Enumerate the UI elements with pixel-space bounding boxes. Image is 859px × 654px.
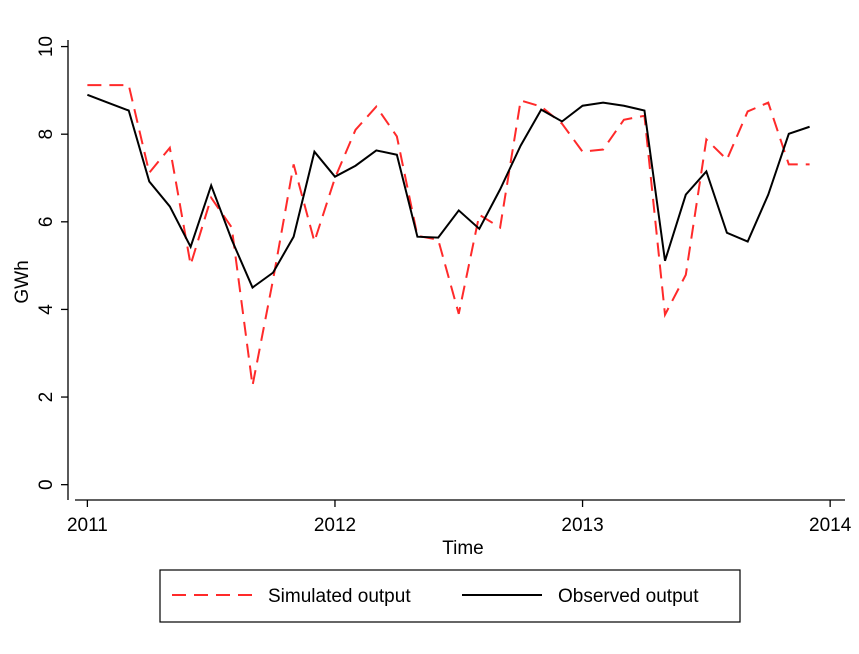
y-tick-label: 0 [36,479,57,490]
y-tick-label: 4 [36,304,57,315]
x-tick-label: 2014 [809,515,852,536]
legend-label: Observed output [558,586,699,607]
legend-box [159,569,741,623]
x-axis-title: Time [442,538,484,559]
x-tick-label: 2011 [67,515,108,536]
series-line [87,84,810,386]
x-tick-label: 2012 [314,515,356,536]
legend-label: Simulated output [268,586,411,607]
y-tick-label: 2 [36,392,57,403]
x-tick-label: 2013 [561,515,603,536]
y-tick-label: 6 [36,217,57,228]
series-line [87,93,810,290]
y-axis-title: GWh [12,260,33,303]
y-tick-label: 10 [36,36,57,57]
y-tick-label: 8 [36,129,57,140]
